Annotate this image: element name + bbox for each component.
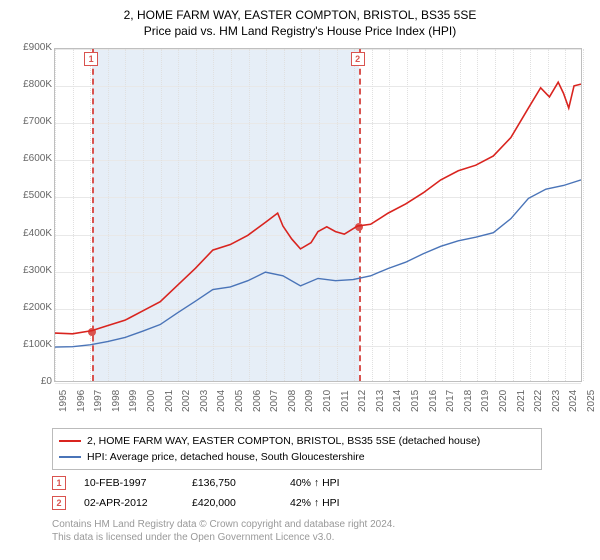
legend-label: 2, HOME FARM WAY, EASTER COMPTON, BRISTO… xyxy=(87,435,480,447)
x-axis-label: 2021 xyxy=(516,390,526,412)
transaction-row: 2 02-APR-2012 £420,000 42% ↑ HPI xyxy=(52,496,590,510)
x-axis-label: 2001 xyxy=(164,390,174,412)
x-axis-label: 2007 xyxy=(269,390,279,412)
y-axis-label: £800K xyxy=(10,79,52,90)
legend-row: HPI: Average price, detached house, Sout… xyxy=(59,449,535,465)
x-axis-label: 2023 xyxy=(551,390,561,412)
series-hpi xyxy=(55,180,581,347)
y-axis-label: £300K xyxy=(10,265,52,276)
transaction-row: 1 10-FEB-1997 £136,750 40% ↑ HPI xyxy=(52,476,590,490)
plot-area xyxy=(54,48,582,382)
transaction-price: £136,750 xyxy=(192,477,272,489)
x-axis-label: 2016 xyxy=(428,390,438,412)
legend-swatch xyxy=(59,440,81,442)
y-axis-label: £400K xyxy=(10,228,52,239)
x-axis-label: 2025 xyxy=(586,390,596,412)
x-axis-label: 2015 xyxy=(410,390,420,412)
chart-subtitle: Price paid vs. HM Land Registry's House … xyxy=(10,24,590,38)
x-axis-label: 2024 xyxy=(568,390,578,412)
y-axis-label: £200K xyxy=(10,302,52,313)
x-axis-label: 2004 xyxy=(216,390,226,412)
y-axis-label: £700K xyxy=(10,116,52,127)
x-axis-label: 2000 xyxy=(146,390,156,412)
legend-swatch xyxy=(59,456,81,458)
transaction-date: 10-FEB-1997 xyxy=(84,477,174,489)
x-axis-label: 2013 xyxy=(375,390,385,412)
marker-badge: 2 xyxy=(351,52,365,66)
x-axis-label: 1996 xyxy=(76,390,86,412)
legend-box: 2, HOME FARM WAY, EASTER COMPTON, BRISTO… xyxy=(52,428,542,470)
x-axis-label: 2006 xyxy=(252,390,262,412)
footer-line-2: This data is licensed under the Open Gov… xyxy=(52,531,590,544)
x-axis-label: 2011 xyxy=(340,390,350,412)
x-axis-label: 2002 xyxy=(181,390,191,412)
transaction-pct: 40% ↑ HPI xyxy=(290,477,340,489)
y-axis-label: £100K xyxy=(10,339,52,350)
x-axis-label: 2005 xyxy=(234,390,244,412)
x-axis-label: 2003 xyxy=(199,390,209,412)
x-axis-label: 2008 xyxy=(287,390,297,412)
x-axis-label: 2017 xyxy=(445,390,455,412)
y-axis-label: £900K xyxy=(10,42,52,53)
x-axis-label: 2014 xyxy=(392,390,402,412)
transactions-list: 1 10-FEB-1997 £136,750 40% ↑ HPI 2 02-APR-201… xyxy=(52,476,590,510)
marker-badge: 1 xyxy=(84,52,98,66)
x-axis-label: 1995 xyxy=(58,390,68,412)
chart-title: 2, HOME FARM WAY, EASTER COMPTON, BRISTO… xyxy=(10,8,590,22)
x-axis-label: 2022 xyxy=(533,390,543,412)
x-axis-label: 1999 xyxy=(128,390,138,412)
x-axis-label: 2009 xyxy=(304,390,314,412)
y-axis-label: £600K xyxy=(10,153,52,164)
x-axis-label: 2010 xyxy=(322,390,332,412)
transaction-price: £420,000 xyxy=(192,497,272,509)
chart-area: £0 £100K £200K £300K £400K £500K £600K £700K £80… xyxy=(10,44,590,422)
transaction-date: 02-APR-2012 xyxy=(84,497,174,509)
license-footer: Contains HM Land Registry data © Crown c… xyxy=(52,518,590,544)
legend-label: HPI: Average price, detached house, Sout… xyxy=(87,451,365,463)
footer-line-1: Contains HM Land Registry data © Crown c… xyxy=(52,518,590,531)
x-axis-label: 2020 xyxy=(498,390,508,412)
x-axis-label: 2019 xyxy=(480,390,490,412)
y-axis-label: £500K xyxy=(10,190,52,201)
series-price_paid xyxy=(55,82,581,334)
x-axis-label: 2018 xyxy=(463,390,473,412)
y-axis-label: £0 xyxy=(10,376,52,387)
x-axis-label: 1997 xyxy=(93,390,103,412)
x-axis-label: 1998 xyxy=(111,390,121,412)
marker-badge: 1 xyxy=(52,476,66,490)
transaction-pct: 42% ↑ HPI xyxy=(290,497,340,509)
legend-row: 2, HOME FARM WAY, EASTER COMPTON, BRISTO… xyxy=(59,433,535,449)
x-axis-label: 2012 xyxy=(357,390,367,412)
marker-badge: 2 xyxy=(52,496,66,510)
